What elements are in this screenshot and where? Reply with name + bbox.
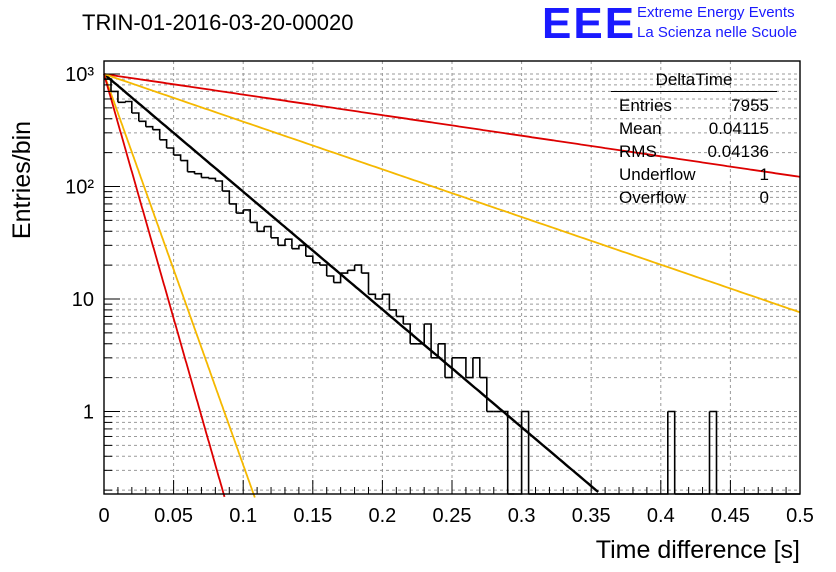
x-tick-label: 0.5 — [786, 505, 814, 527]
histogram-bin — [340, 270, 349, 274]
histogram-bin — [298, 244, 307, 257]
stats-row-entries: Entries 7955 — [619, 96, 769, 115]
x-tick-label: 0.2 — [368, 505, 396, 527]
x-tick-label: 0.25 — [433, 505, 472, 527]
histogram-bin — [229, 203, 237, 214]
histogram-bin — [389, 309, 398, 317]
histogram-bin — [459, 357, 467, 378]
histogram-bin — [354, 264, 363, 274]
histogram-bin — [479, 376, 488, 412]
histogram-bin — [208, 177, 217, 181]
histogram-bin — [368, 293, 377, 299]
histogram-bin — [180, 159, 189, 172]
histogram-bin — [521, 410, 530, 494]
x-tick-label: 0.45 — [711, 505, 750, 527]
histogram-bin — [117, 101, 126, 104]
histogram-bin — [403, 323, 411, 344]
histogram-bin — [243, 209, 251, 223]
histogram-bin — [326, 275, 335, 283]
stats-row-underflow: Underflow 1 — [619, 165, 769, 184]
histogram-bin — [382, 293, 391, 310]
histogram-bin — [424, 323, 432, 358]
histogram-bin — [396, 315, 405, 324]
histogram-bin — [257, 226, 265, 233]
histogram-bin — [438, 343, 446, 378]
histogram-bin — [201, 176, 210, 179]
histogram-bin — [215, 180, 224, 192]
histogram-bin — [111, 90, 119, 103]
histogram-bin — [166, 147, 175, 156]
histogram-bin — [222, 190, 231, 204]
histogram-bin — [660, 411, 669, 495]
axes: 0 0.05 0.1 0.15 0.2 0.25 0.3 0.35 0.4 0.45 0.5 1 10 1… — [65, 64, 814, 527]
x-tick-label: 0 — [98, 505, 109, 527]
y-axis-label: Entries/bin — [8, 121, 36, 239]
histogram-bin — [278, 239, 286, 247]
stats-box: DeltaTime Entries 7955 Mean 0.04115 RMS 0.0… — [611, 70, 777, 209]
histogram-bin — [361, 272, 370, 295]
logo-subtitle-1: Extreme Energy Events — [637, 4, 795, 21]
histogram-bin — [124, 100, 133, 113]
histogram-bin — [138, 120, 147, 127]
histogram-bin — [187, 171, 196, 174]
stats-title: DeltaTime — [611, 70, 777, 92]
histogram-bin — [472, 357, 481, 378]
histogram-bin — [285, 238, 293, 249]
histogram-bin — [445, 357, 453, 379]
histogram-bin — [152, 128, 161, 140]
x-tick-label: 0.3 — [508, 505, 536, 527]
y-tick-label: 1 — [83, 402, 94, 424]
histogram-bin — [431, 343, 439, 359]
stats-row-mean: Mean 0.04115 — [619, 119, 769, 138]
series-line-4 — [103, 73, 256, 498]
x-tick-label: 0.1 — [229, 505, 257, 527]
histogram-bin — [145, 125, 154, 130]
histogram-bin — [667, 410, 676, 494]
histogram-bin — [709, 410, 718, 494]
series-line-3 — [103, 73, 801, 314]
grid-lines — [104, 61, 800, 494]
histogram-bin — [159, 139, 168, 148]
histogram-bin — [333, 273, 342, 284]
y-tick-label: 10³ — [65, 64, 94, 86]
x-tick-label: 0.15 — [293, 505, 332, 527]
logo-subtitle-2: La Scienza nelle Scuole — [637, 24, 798, 41]
histogram-bin — [291, 245, 300, 250]
histogram-bin — [465, 357, 474, 379]
series-line-5 — [103, 73, 226, 498]
histogram-bin — [702, 411, 711, 495]
histogram-bin — [347, 265, 356, 272]
histogram-bin — [250, 221, 258, 232]
x-tick-label: 0.35 — [572, 505, 611, 527]
x-tick-label: 0.05 — [154, 505, 193, 527]
histogram-bin — [271, 237, 279, 246]
histogram-bin — [305, 255, 314, 263]
y-tick-label: 10² — [65, 177, 94, 199]
histogram-bin — [236, 209, 244, 214]
histogram-bin — [375, 294, 384, 300]
chart-title: TRIN-01-2016-03-20-00020 — [82, 10, 354, 35]
histogram-bin — [264, 225, 272, 238]
histogram-bin — [131, 112, 140, 122]
series-line-2 — [103, 73, 801, 178]
y-tick-label: 10 — [72, 289, 94, 311]
x-axis-label: Time difference [s] — [596, 536, 800, 564]
x-tick-label: 0.4 — [647, 505, 675, 527]
series-line-1 — [103, 73, 599, 493]
stats-row-rms: RMS 0.04136 — [619, 142, 769, 161]
stats-row-overflow: Overflow 0 — [619, 188, 769, 207]
histogram-bin — [194, 172, 203, 178]
eee-logo: EEE — [542, 0, 637, 48]
histogram-bin — [500, 410, 509, 494]
histogram-bin — [319, 264, 328, 276]
histogram-bin — [417, 324, 425, 345]
histogram-bin — [173, 154, 182, 161]
